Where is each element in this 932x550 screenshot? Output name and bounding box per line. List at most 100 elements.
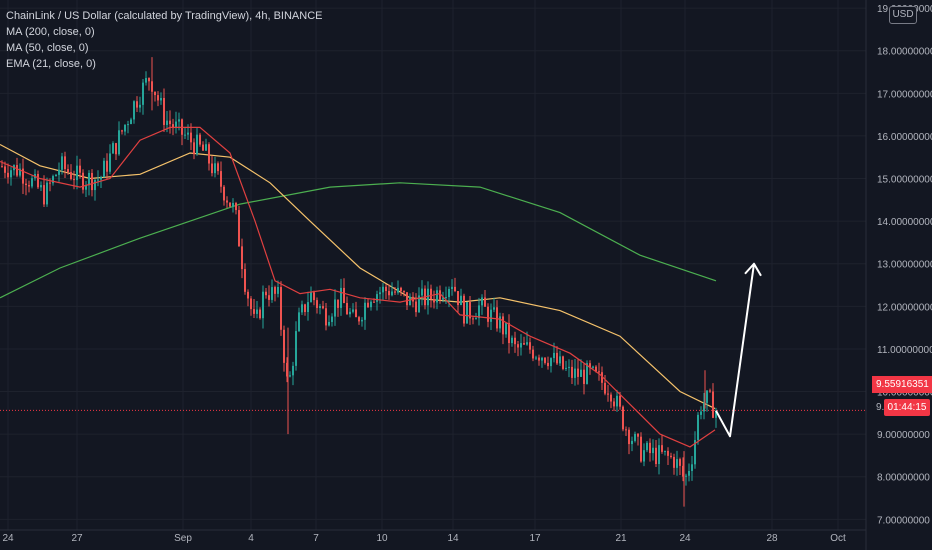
candle-body xyxy=(352,309,354,312)
candle-body xyxy=(88,172,90,186)
candle-body xyxy=(397,287,399,293)
candle-body xyxy=(298,312,300,332)
candle-body xyxy=(646,442,648,451)
candle-body xyxy=(301,304,303,313)
candle-body xyxy=(688,470,690,476)
candle-body xyxy=(478,305,480,319)
candle-body xyxy=(664,450,666,452)
candle-body xyxy=(403,290,405,293)
candle-body xyxy=(481,297,483,306)
candle-body xyxy=(406,292,408,306)
candle-body xyxy=(355,309,357,318)
candle-body xyxy=(226,200,228,203)
candle-body xyxy=(712,391,714,418)
candle-body xyxy=(343,287,345,303)
legend-ma50[interactable]: MA (50, close, 0) xyxy=(6,42,89,54)
candle-body xyxy=(547,362,549,367)
candle-body xyxy=(28,185,30,187)
candle-body xyxy=(610,394,612,402)
candle-body xyxy=(73,178,75,181)
candle-body xyxy=(535,357,537,359)
candle-body xyxy=(235,202,237,211)
candle-body xyxy=(382,286,384,293)
legend-ema21[interactable]: EMA (21, close, 0) xyxy=(6,58,96,70)
price-tick-label: 13.00000000 xyxy=(877,260,932,271)
time-tick-label: 28 xyxy=(766,533,778,544)
candle-body xyxy=(322,306,324,309)
candle-body xyxy=(649,442,651,454)
candle-body xyxy=(379,292,381,295)
candle-body xyxy=(619,395,621,407)
candle-body xyxy=(70,172,72,179)
legend-ma200[interactable]: MA (200, close, 0) xyxy=(6,26,95,38)
candle-body xyxy=(622,406,624,430)
candle-body xyxy=(25,183,27,186)
candle-body xyxy=(484,297,486,307)
candle-body xyxy=(673,456,675,468)
candle-body xyxy=(394,291,396,293)
candle-body xyxy=(16,165,18,176)
candle-body xyxy=(193,142,195,155)
candle-body xyxy=(313,292,315,301)
price-tick-label: 9.00000000 xyxy=(877,430,930,441)
candle-body xyxy=(10,170,12,178)
candle-body xyxy=(595,366,597,372)
candle-body xyxy=(208,144,210,164)
candle-body xyxy=(253,309,255,314)
candle-body xyxy=(592,366,594,368)
candle-body xyxy=(436,290,438,303)
candle-body xyxy=(433,299,435,303)
candle-body xyxy=(196,134,198,155)
ma50-series xyxy=(0,143,716,410)
candle-body xyxy=(502,316,504,335)
candle-body xyxy=(553,352,555,359)
currency-badge[interactable]: USD xyxy=(889,6,917,24)
candle-body xyxy=(139,104,141,108)
candle-body xyxy=(283,329,285,363)
candle-body xyxy=(64,156,66,170)
candle-body xyxy=(148,78,150,82)
price-tick-label: 10.00000000 xyxy=(877,388,932,399)
candle-body xyxy=(55,174,57,177)
candle-body xyxy=(67,169,69,173)
candle-body xyxy=(637,433,639,437)
chart-legend: ChainLink / US Dollar (calculated by Tra… xyxy=(6,8,323,72)
candle-body xyxy=(616,395,618,407)
candle-body xyxy=(211,163,213,174)
candle-body xyxy=(52,176,54,184)
candle-body xyxy=(79,165,81,173)
candle-body xyxy=(205,144,207,151)
candle-body xyxy=(628,429,630,445)
candle-body xyxy=(106,160,108,172)
candle-body xyxy=(307,302,309,312)
candle-body xyxy=(694,440,696,465)
candle-body xyxy=(19,168,21,176)
candle-body xyxy=(685,475,687,477)
candle-body xyxy=(76,165,78,181)
candle-body xyxy=(94,179,96,191)
candle-body xyxy=(364,302,366,320)
candle-body xyxy=(505,323,507,335)
candle-body xyxy=(529,342,531,350)
candle-body xyxy=(118,130,120,155)
candle-body xyxy=(310,292,312,303)
candle-body xyxy=(244,269,246,292)
candle-body xyxy=(31,178,33,187)
candle-body xyxy=(85,185,87,190)
time-tick-label: 17 xyxy=(529,533,541,544)
candle-body xyxy=(571,366,573,378)
candle-body xyxy=(487,306,489,322)
arrow-head xyxy=(744,262,762,277)
candle-body xyxy=(247,291,249,299)
candle-body xyxy=(268,295,270,300)
candle-body xyxy=(241,246,243,270)
candle-body xyxy=(334,299,336,317)
candle-body xyxy=(304,304,306,312)
time-tick-label: 27 xyxy=(71,533,83,544)
candle-body xyxy=(160,98,162,101)
time-tick-label: 24 xyxy=(679,533,691,544)
time-tick-label: 4 xyxy=(248,533,254,544)
candle-body xyxy=(109,153,111,172)
candle-body xyxy=(277,287,279,294)
